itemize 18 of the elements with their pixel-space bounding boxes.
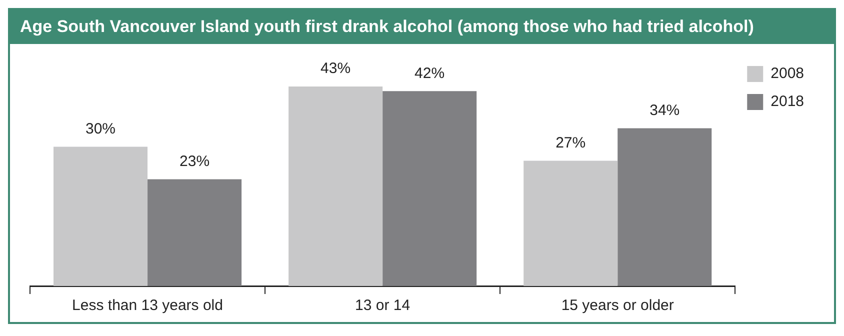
bar [524, 160, 618, 286]
legend-label: 2018 [770, 93, 804, 110]
x-tick-label: 15 years or older [561, 297, 674, 314]
bar [382, 91, 477, 286]
chart-title: Age South Vancouver Island youth first drank alcohol (among those who had tried alcohol) [10, 10, 834, 44]
data-label: 42% [414, 64, 445, 82]
data-label: 43% [320, 60, 351, 78]
bar [54, 146, 148, 286]
x-tick-label: Less than 13 years old [72, 297, 223, 314]
data-label: 30% [85, 120, 116, 138]
bar [148, 179, 242, 286]
bar [288, 86, 383, 286]
data-label: 34% [650, 102, 680, 119]
bar [618, 128, 712, 286]
data-label: 27% [556, 134, 586, 152]
data-label: 23% [180, 152, 210, 170]
legend-label: 2008 [770, 65, 804, 82]
x-tick-label: 13 or 14 [355, 297, 410, 314]
